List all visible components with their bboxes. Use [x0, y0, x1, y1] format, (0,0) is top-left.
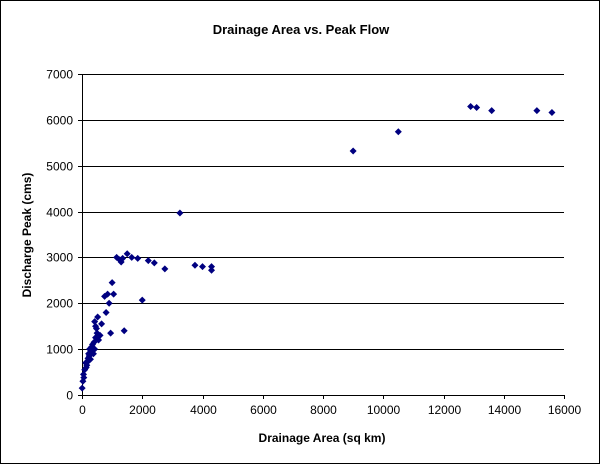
- y-tick-label-1: 1000: [46, 343, 73, 357]
- data-point: [208, 266, 216, 274]
- data-point: [110, 290, 118, 298]
- y-tick-label-4: 4000: [46, 206, 73, 220]
- y-tick-label-5: 5000: [46, 160, 73, 174]
- axes: [78, 74, 565, 399]
- x-tick-label-3: 6000: [250, 403, 277, 417]
- x-tick-label-5: 10000: [367, 403, 401, 417]
- x-tick-label-2: 4000: [190, 403, 217, 417]
- data-point: [105, 299, 113, 307]
- data-point: [120, 327, 128, 335]
- y-axis-title: Discharge Peak (cms): [20, 173, 34, 298]
- data-point: [91, 318, 99, 326]
- chart-title: Drainage Area vs. Peak Flow: [213, 22, 390, 37]
- data-point: [80, 374, 88, 382]
- y-tick-labels: 0 1000 2000 3000 4000 5000 6000 7000: [46, 68, 73, 403]
- data-point: [134, 254, 142, 262]
- x-tick-label-4: 8000: [310, 403, 337, 417]
- data-point: [108, 279, 116, 287]
- x-tick-label-6: 12000: [428, 403, 462, 417]
- data-point: [208, 263, 216, 271]
- data-point: [92, 322, 100, 330]
- x-tick-label-1: 2000: [129, 403, 156, 417]
- data-point: [102, 308, 110, 316]
- data-point: [150, 259, 158, 267]
- data-point: [138, 296, 146, 304]
- data-point: [199, 263, 206, 271]
- data-point: [161, 265, 169, 273]
- y-tick-label-2: 2000: [46, 297, 73, 311]
- y-tick-label-0: 0: [66, 389, 73, 403]
- y-tick-label-6: 6000: [46, 114, 73, 128]
- x-axis-title: Drainage Area (sq km): [259, 431, 386, 445]
- y-tick-label-7: 7000: [46, 68, 73, 82]
- x-tick-label-8: 16000: [548, 403, 582, 417]
- data-point: [176, 209, 184, 217]
- data-point: [548, 109, 556, 117]
- data-points: [78, 103, 556, 392]
- x-tick-label-7: 14000: [488, 403, 522, 417]
- data-point: [144, 257, 152, 265]
- data-point: [467, 103, 475, 111]
- data-point: [128, 253, 136, 261]
- x-tick-label-0: 0: [79, 403, 86, 417]
- data-point: [91, 345, 99, 353]
- data-point: [96, 331, 104, 339]
- data-point: [94, 313, 102, 321]
- data-point: [104, 290, 112, 298]
- data-point: [394, 128, 402, 136]
- data-point: [473, 103, 481, 111]
- data-point: [78, 384, 86, 392]
- data-point: [98, 320, 106, 328]
- data-point: [123, 250, 131, 258]
- data-point: [107, 329, 115, 337]
- data-point: [191, 261, 199, 269]
- x-tick-labels: 0 2000 4000 6000 8000 10000 12000 14000 16000: [79, 403, 581, 417]
- data-point: [349, 147, 357, 155]
- y-tick-label-3: 3000: [46, 251, 73, 265]
- gridlines: [82, 74, 564, 350]
- data-point: [488, 107, 496, 115]
- data-point: [533, 107, 541, 115]
- data-point: [86, 355, 94, 363]
